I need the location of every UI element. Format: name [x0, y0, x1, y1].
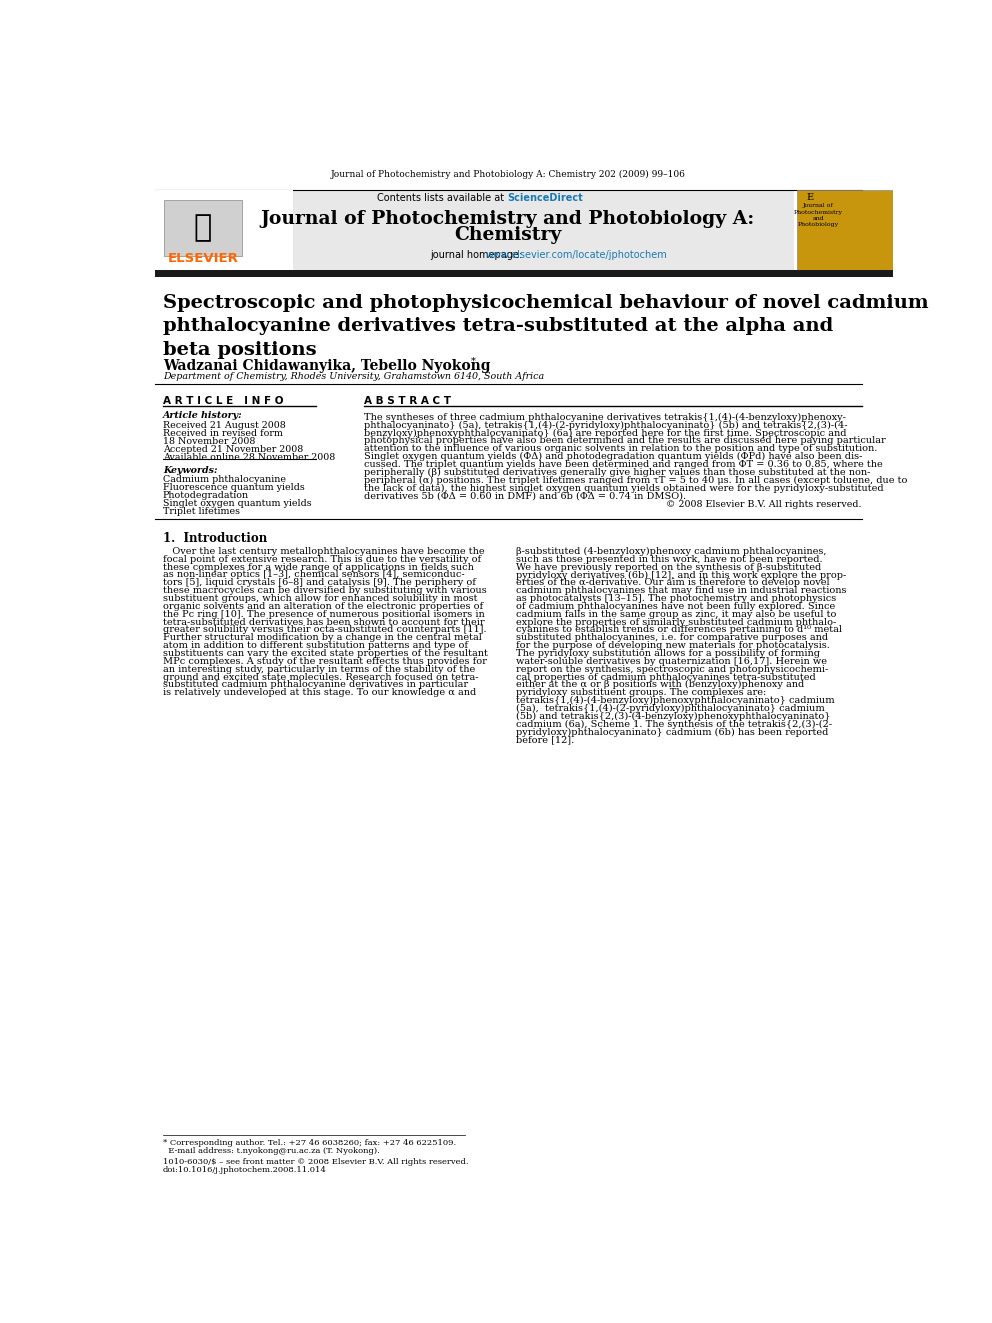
Text: Singlet oxygen quantum yields (ΦΔ) and photodegradation quantum yields (ΦPd) hav: Singlet oxygen quantum yields (ΦΔ) and p… — [364, 452, 863, 462]
Text: Department of Chemistry, Rhodes University, Grahamstown 6140, South Africa: Department of Chemistry, Rhodes Universi… — [163, 372, 544, 381]
Text: (5b) and tetrakis{2,(3)-(4-benzyloxy)phenoxyphthalocyaninato}: (5b) and tetrakis{2,(3)-(4-benzyloxy)phe… — [516, 712, 830, 721]
Text: pyridyloxy substituent groups. The complexes are:: pyridyloxy substituent groups. The compl… — [516, 688, 767, 697]
Text: for the purpose of developing new materials for photocatalysis.: for the purpose of developing new materi… — [516, 642, 830, 650]
Text: Triplet lifetimes: Triplet lifetimes — [163, 507, 240, 516]
Bar — [155, 270, 893, 277]
Text: attention to the influence of various organic solvents in relation to the positi: attention to the influence of various or… — [364, 445, 878, 454]
Text: 🌲: 🌲 — [193, 213, 212, 242]
Text: ground and excited state molecules. Research focused on tetra-: ground and excited state molecules. Rese… — [163, 672, 478, 681]
Text: We have previously reported on the synthesis of β-substituted: We have previously reported on the synth… — [516, 562, 821, 572]
Text: Keywords:: Keywords: — [163, 467, 217, 475]
Text: * Corresponding author. Tel.: +27 46 6038260; fax: +27 46 6225109.: * Corresponding author. Tel.: +27 46 603… — [163, 1139, 456, 1147]
Text: an interesting study, particularly in terms of the stability of the: an interesting study, particularly in te… — [163, 664, 475, 673]
Text: as photocatalysts [13–15]. The photochemistry and photophysics: as photocatalysts [13–15]. The photochem… — [516, 594, 836, 603]
Text: Received 21 August 2008: Received 21 August 2008 — [163, 421, 286, 430]
Bar — [155, 189, 293, 270]
Text: E: E — [806, 193, 813, 202]
Text: A R T I C L E   I N F O: A R T I C L E I N F O — [163, 396, 284, 406]
Text: 1.  Introduction: 1. Introduction — [163, 532, 267, 545]
Text: doi:10.1016/j.jphotochem.2008.11.014: doi:10.1016/j.jphotochem.2008.11.014 — [163, 1166, 326, 1174]
Text: benzyloxy)phenoxyphthalocyaninato} (6a) are reported here for the first time. Sp: benzyloxy)phenoxyphthalocyaninato} (6a) … — [364, 429, 847, 438]
Text: these macrocycles can be diversified by substituting with various: these macrocycles can be diversified by … — [163, 586, 486, 595]
Text: tetrakis{1,(4)-(4-benzyloxy)phenoxyphthalocyaninato} cadmium: tetrakis{1,(4)-(4-benzyloxy)phenoxyphtha… — [516, 696, 835, 705]
Text: erties of the α-derivative. Our aim is therefore to develop novel: erties of the α-derivative. Our aim is t… — [516, 578, 829, 587]
Text: report on the synthesis, spectroscopic and photophysicochemi-: report on the synthesis, spectroscopic a… — [516, 664, 828, 673]
Text: *: * — [471, 357, 476, 365]
Text: MPc complexes. A study of the resultant effects thus provides for: MPc complexes. A study of the resultant … — [163, 656, 487, 665]
Text: journal homepage:: journal homepage: — [431, 250, 526, 259]
Text: (5a),  tetrakis{1,(4)-(2-pyridyloxy)phthalocyaninato} cadmium: (5a), tetrakis{1,(4)-(2-pyridyloxy)phtha… — [516, 704, 825, 713]
Text: Cadmium phthalocyanine: Cadmium phthalocyanine — [163, 475, 286, 484]
Text: is relatively undeveloped at this stage. To our knowledge α and: is relatively undeveloped at this stage.… — [163, 688, 476, 697]
Text: peripherally (β) substituted derivatives generally give higher values than those: peripherally (β) substituted derivatives… — [364, 468, 871, 478]
Text: 1010-6030/$ – see front matter © 2008 Elsevier B.V. All rights reserved.: 1010-6030/$ – see front matter © 2008 El… — [163, 1158, 468, 1166]
Text: organic solvents and an alteration of the electronic properties of: organic solvents and an alteration of th… — [163, 602, 483, 611]
Text: Chemistry: Chemistry — [454, 226, 561, 243]
Text: of cadmium phthalocyanines have not been fully explored. Since: of cadmium phthalocyanines have not been… — [516, 602, 835, 611]
Text: www.elsevier.com/locate/jphotochem: www.elsevier.com/locate/jphotochem — [486, 250, 668, 259]
Text: photophysical properties have also been determined and the results are discussed: photophysical properties have also been … — [364, 437, 886, 446]
Text: Available online 28 November 2008: Available online 28 November 2008 — [163, 452, 335, 462]
Text: β-substituted (4-benzyloxy)phenoxy cadmium phthalocyanines,: β-substituted (4-benzyloxy)phenoxy cadmi… — [516, 546, 826, 556]
Text: Journal of Photochemistry and Photobiology A: Chemistry 202 (2009) 99–106: Journal of Photochemistry and Photobiolo… — [331, 171, 685, 180]
Text: such as those presented in this work, have not been reported.: such as those presented in this work, ha… — [516, 554, 822, 564]
Bar — [155, 189, 795, 270]
Text: derivatives 5b (ΦΔ = 0.60 in DMF) and 6b (ΦΔ = 0.74 in DMSO).: derivatives 5b (ΦΔ = 0.60 in DMF) and 6b… — [364, 491, 686, 500]
Text: E-mail address: t.nyokong@ru.ac.za (T. Nyokong).: E-mail address: t.nyokong@ru.ac.za (T. N… — [163, 1147, 380, 1155]
Text: substituents can vary the excited state properties of the resultant: substituents can vary the excited state … — [163, 650, 488, 658]
Text: atom in addition to different substitution patterns and type of: atom in addition to different substituti… — [163, 642, 468, 650]
Text: Received in revised form: Received in revised form — [163, 429, 283, 438]
Text: these complexes for a wide range of applications in fields such: these complexes for a wide range of appl… — [163, 562, 473, 572]
Text: the lack of data), the highest singlet oxygen quantum yields obtained were for t: the lack of data), the highest singlet o… — [364, 483, 884, 492]
Text: Fluorescence quantum yields: Fluorescence quantum yields — [163, 483, 305, 492]
Bar — [797, 189, 893, 270]
Text: 18 November 2008: 18 November 2008 — [163, 437, 255, 446]
Text: pyridyloxy)phthalocyaninato} cadmium (6b) has been reported: pyridyloxy)phthalocyaninato} cadmium (6b… — [516, 728, 828, 737]
Text: peripheral (α) positions. The triplet lifetimes ranged from τT = 5 to 40 μs. In : peripheral (α) positions. The triplet li… — [364, 476, 908, 484]
Text: greater solubility versus their octa-substituted counterparts [11].: greater solubility versus their octa-sub… — [163, 626, 486, 635]
Bar — [165, 200, 242, 255]
Text: © 2008 Elsevier B.V. All rights reserved.: © 2008 Elsevier B.V. All rights reserved… — [667, 500, 862, 509]
Text: substituted phthalocyanines, i.e. for comparative purposes and: substituted phthalocyanines, i.e. for co… — [516, 634, 828, 642]
Text: Article history:: Article history: — [163, 411, 242, 421]
Text: Further structural modification by a change in the central metal: Further structural modification by a cha… — [163, 634, 482, 642]
Text: tors [5], liquid crystals [6–8] and catalysis [9]. The periphery of: tors [5], liquid crystals [6–8] and cata… — [163, 578, 475, 587]
Text: cadmium phthalocyanines that may find use in industrial reactions: cadmium phthalocyanines that may find us… — [516, 586, 846, 595]
Text: either at the α or β positions with (benzyloxy)phenoxy and: either at the α or β positions with (ben… — [516, 680, 805, 689]
Text: The syntheses of three cadmium phthalocyanine derivatives tetrakis{1,(4)-(4-benz: The syntheses of three cadmium phthalocy… — [364, 413, 846, 422]
Text: The pyridyloxy substitution allows for a possibility of forming: The pyridyloxy substitution allows for a… — [516, 650, 820, 658]
Text: cadmium falls in the same group as zinc, it may also be useful to: cadmium falls in the same group as zinc,… — [516, 610, 836, 619]
Text: Spectroscopic and photophysicochemical behaviour of novel cadmium
phthalocyanine: Spectroscopic and photophysicochemical b… — [163, 294, 929, 359]
Text: Contents lists available at: Contents lists available at — [377, 193, 508, 202]
Text: before [12].: before [12]. — [516, 736, 574, 745]
Text: cyanines to establish trends or differences pertaining to d¹⁰ metal: cyanines to establish trends or differen… — [516, 626, 842, 635]
Text: Accepted 21 November 2008: Accepted 21 November 2008 — [163, 445, 303, 454]
Text: Over the last century metallophthalocyanines have become the: Over the last century metallophthalocyan… — [163, 546, 484, 556]
Text: phthalocyaninato} (5a), tetrakis{1,(4)-(2-pyridyloxy)phthalocyaninato} (5b) and : phthalocyaninato} (5a), tetrakis{1,(4)-(… — [364, 421, 848, 430]
Text: substituted cadmium phthalocyanine derivatives in particular: substituted cadmium phthalocyanine deriv… — [163, 680, 468, 689]
Text: water-soluble derivatives by quaternization [16,17]. Herein we: water-soluble derivatives by quaternizat… — [516, 656, 827, 665]
Text: the Pc ring [10]. The presence of numerous positional isomers in: the Pc ring [10]. The presence of numero… — [163, 610, 484, 619]
Text: focal point of extensive research. This is due to the versatility of: focal point of extensive research. This … — [163, 554, 481, 564]
Text: Wadzanai Chidawanyika, Tebello Nyokong: Wadzanai Chidawanyika, Tebello Nyokong — [163, 359, 490, 373]
Text: A B S T R A C T: A B S T R A C T — [364, 396, 451, 406]
Text: pyridyloxy derivatives (6b) [12], and in this work explore the prop-: pyridyloxy derivatives (6b) [12], and in… — [516, 570, 846, 579]
Text: cadmium (6a), Scheme 1. The synthesis of the tetrakis{2,(3)-(2-: cadmium (6a), Scheme 1. The synthesis of… — [516, 720, 832, 729]
Text: cal properties of cadmium phthalocyanines tetra-substituted: cal properties of cadmium phthalocyanine… — [516, 672, 815, 681]
Text: ScienceDirect: ScienceDirect — [508, 193, 583, 202]
Text: as non-linear optics [1–3], chemical sensors [4], semiconduc-: as non-linear optics [1–3], chemical sen… — [163, 570, 464, 579]
Text: Journal of
Photochemistry
and
Photobiology: Journal of Photochemistry and Photobiolo… — [794, 204, 843, 228]
Text: explore the properties of similarly substituted cadmium phthalo-: explore the properties of similarly subs… — [516, 618, 836, 627]
Text: Photodegradation: Photodegradation — [163, 491, 249, 500]
Text: ELSEVIER: ELSEVIER — [168, 251, 238, 265]
Text: Journal of Photochemistry and Photobiology A:: Journal of Photochemistry and Photobiolo… — [261, 210, 755, 229]
Text: substituent groups, which allow for enhanced solubility in most: substituent groups, which allow for enha… — [163, 594, 477, 603]
Text: cussed. The triplet quantum yields have been determined and ranged from ΦT = 0.3: cussed. The triplet quantum yields have … — [364, 460, 883, 468]
Text: tetra-substituted derivatives has been shown to account for their: tetra-substituted derivatives has been s… — [163, 618, 484, 627]
Text: Singlet oxygen quantum yields: Singlet oxygen quantum yields — [163, 499, 311, 508]
